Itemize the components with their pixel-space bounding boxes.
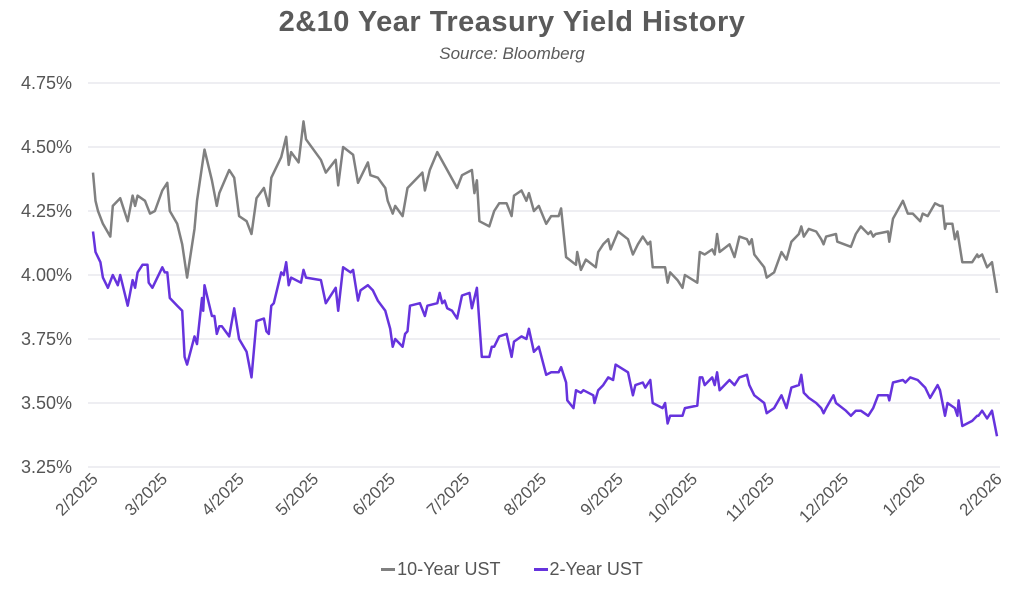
legend-label-10y: 10-Year UST [397, 559, 501, 579]
x-tick-label: 5/2025 [272, 469, 322, 519]
x-tick-label: 12/2025 [795, 469, 852, 526]
series-line-2y [91, 231, 999, 437]
y-tick-label: 4.75% [21, 73, 72, 93]
y-tick-label: 4.00% [21, 265, 72, 285]
y-tick-label: 3.75% [21, 329, 72, 349]
y-tick-label: 4.50% [21, 137, 72, 157]
legend-swatch-2y [533, 568, 548, 571]
x-tick-label: 4/2025 [198, 469, 248, 519]
x-tick-label: 1/2026 [879, 469, 929, 519]
y-tick-label: 3.25% [21, 457, 72, 477]
legend-item-10y: 10-Year UST [381, 559, 501, 580]
legend: 10-Year UST 2-Year UST [0, 555, 1024, 580]
x-tick-label: 2/2026 [956, 469, 1006, 519]
y-tick-label: 4.25% [21, 201, 72, 221]
chart-subtitle: Source: Bloomberg [439, 44, 585, 63]
series-line-10y [91, 120, 999, 294]
legend-label-2y: 2-Year UST [549, 559, 643, 579]
x-tick-label: 7/2025 [423, 469, 473, 519]
x-tick-label: 10/2025 [644, 469, 701, 526]
legend-swatch-10y [381, 568, 396, 571]
chart-title: 2&10 Year Treasury Yield History [278, 6, 746, 38]
x-tick-label: 6/2025 [349, 469, 399, 519]
y-tick-label: 3.50% [21, 393, 72, 413]
x-tick-label: 3/2025 [121, 469, 171, 519]
x-tick-label: 8/2025 [500, 469, 550, 519]
x-tick-label: 9/2025 [577, 469, 627, 519]
legend-item-2y: 2-Year UST [533, 559, 643, 580]
x-tick-label: 11/2025 [722, 469, 778, 525]
